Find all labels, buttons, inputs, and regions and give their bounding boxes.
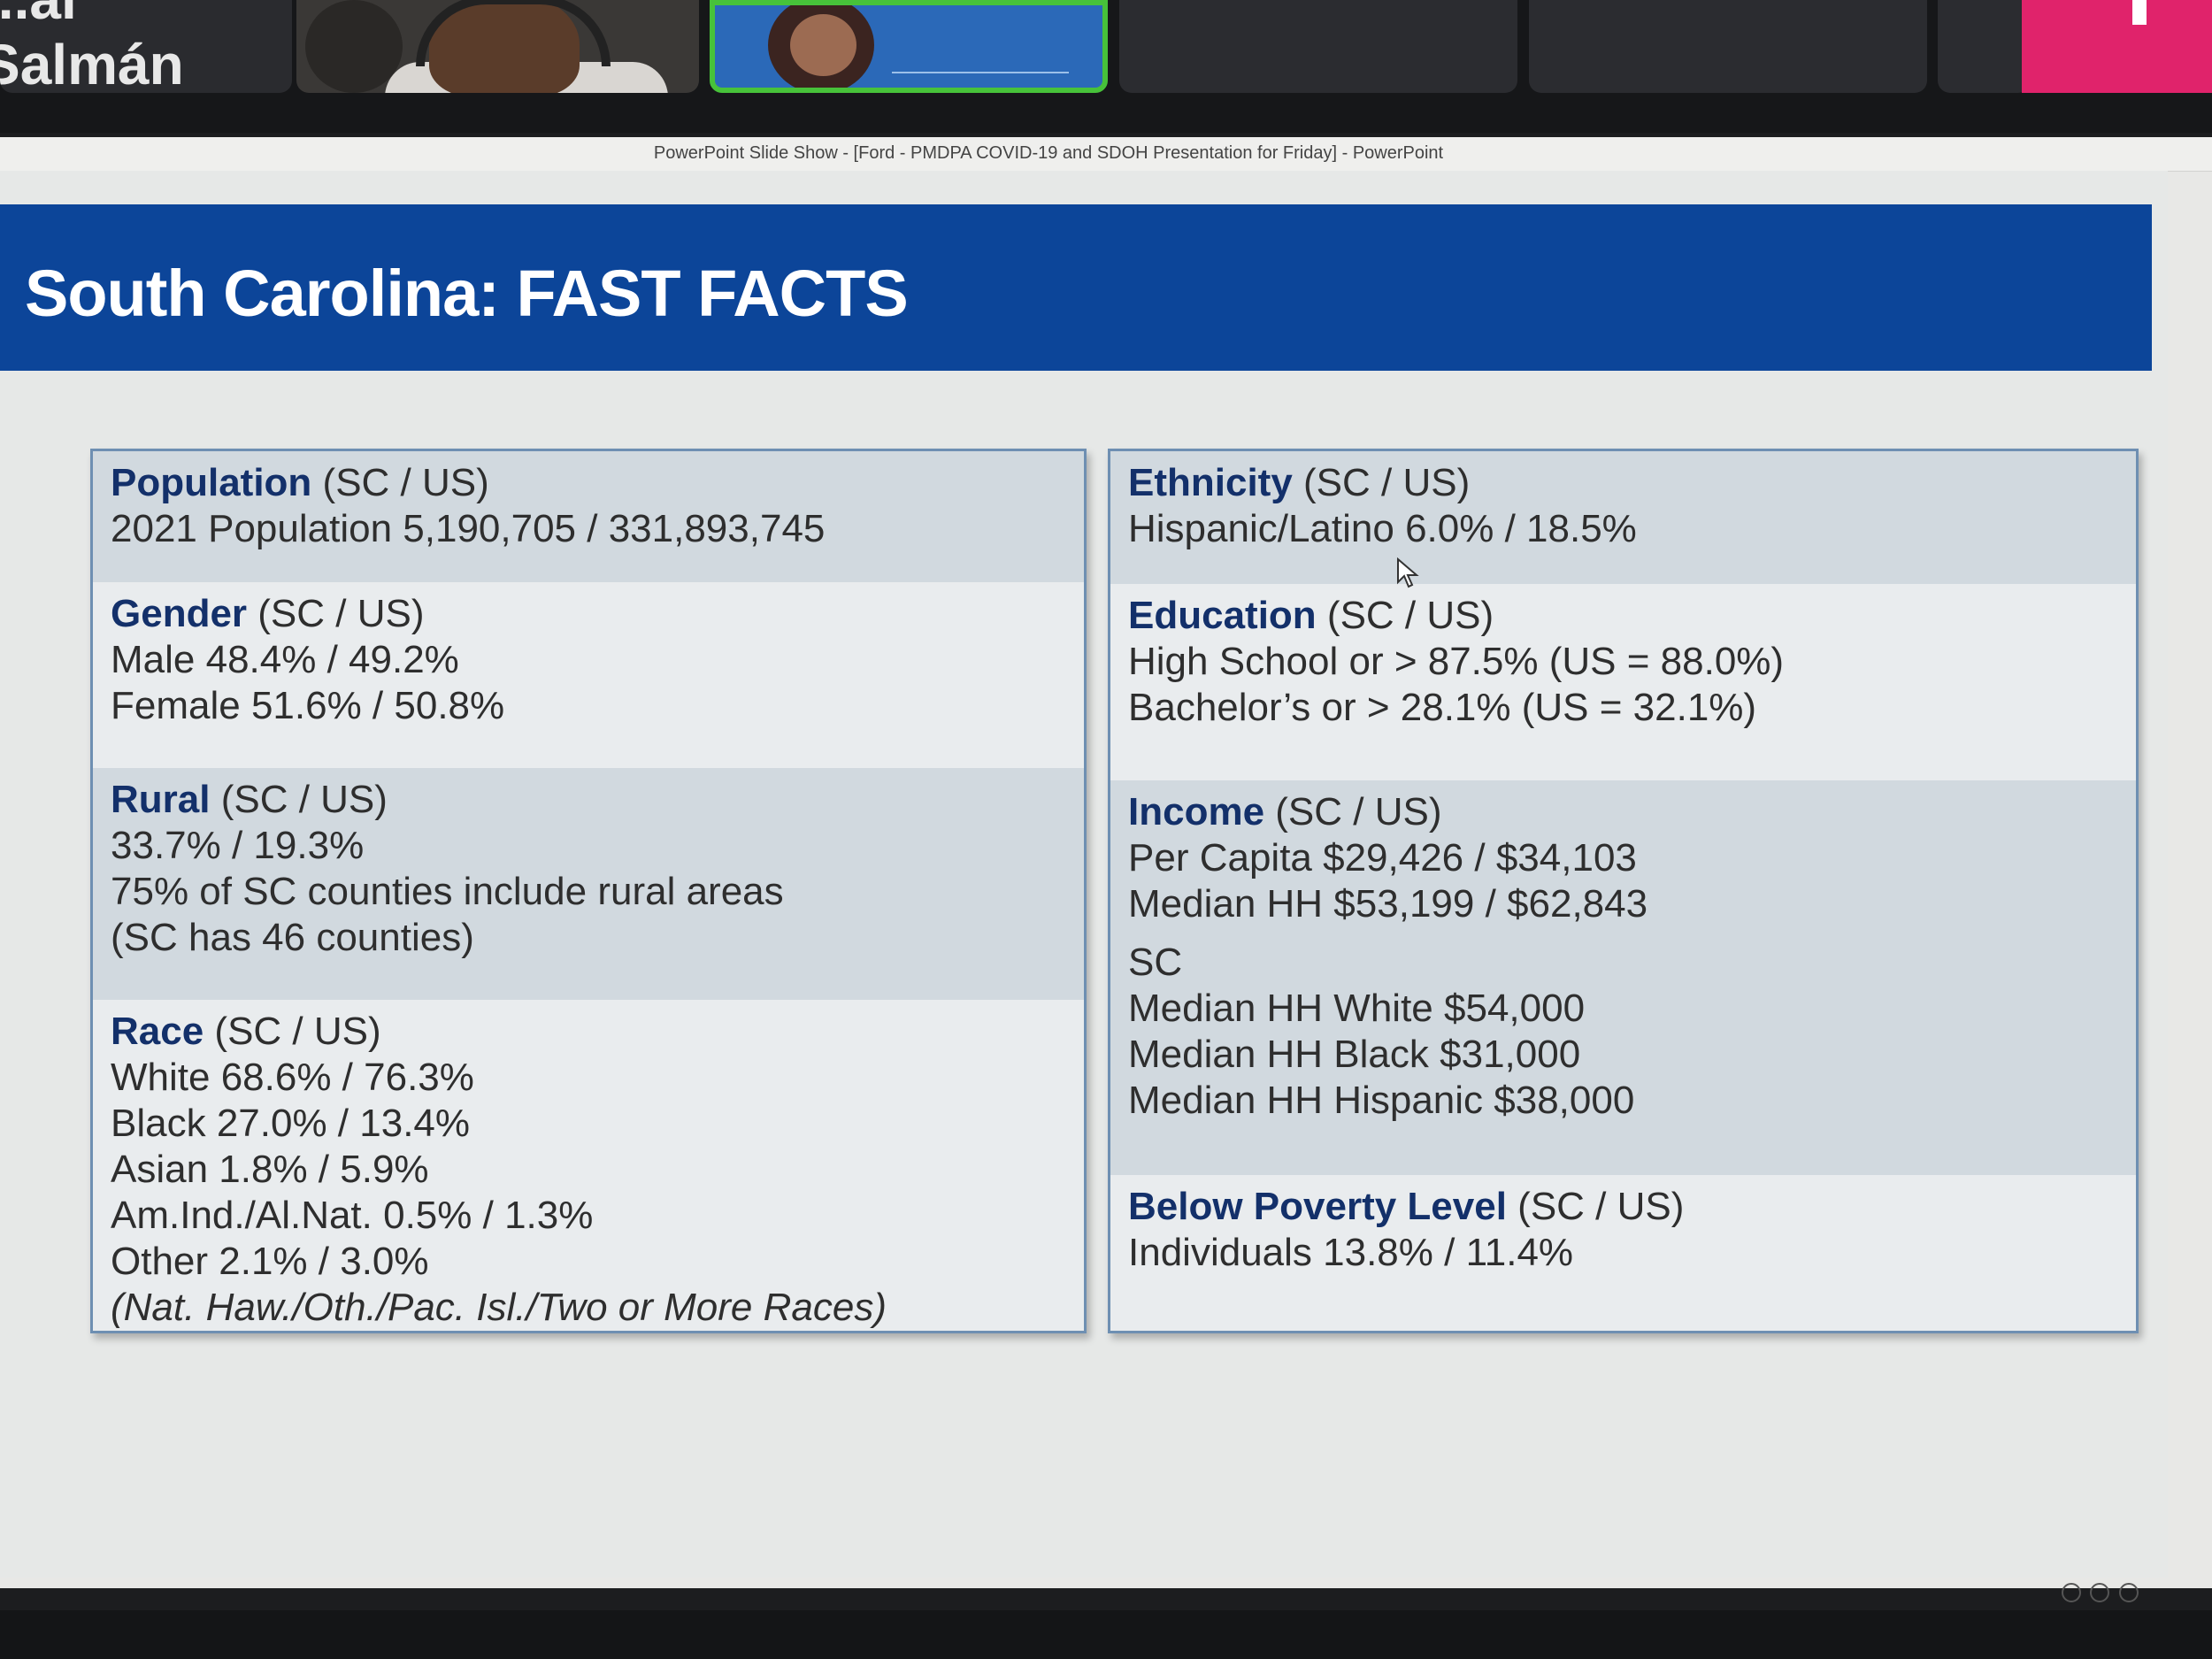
education-bachelors-line: Bachelor’s or > 28.1% (US = 32.1%) bbox=[1128, 686, 1757, 729]
ethnicity-heading: Ethnicity (SC / US) bbox=[1128, 460, 2118, 506]
ethnicity-section: Ethnicity (SC / US) Hispanic/Latino 6.0%… bbox=[1110, 451, 2136, 584]
window-title: PowerPoint Slide Show - [Ford - PMDPA CO… bbox=[653, 143, 1444, 163]
background-decor bbox=[305, 0, 403, 93]
income-label: Income bbox=[1128, 790, 1265, 833]
participant-video-tile-off[interactable] bbox=[1938, 0, 2031, 93]
race-section: Race (SC / US) White 68.6% / 76.3% Black… bbox=[93, 1000, 1084, 1331]
income-per-capita-line: Per Capita $29,426 / $34,103 bbox=[1128, 836, 1637, 879]
participant-name: ...al Salmán bbox=[0, 0, 184, 93]
poverty-label: Below Poverty Level bbox=[1128, 1185, 1507, 1228]
gender-section: Gender (SC / US) Male 48.4% / 49.2% Fema… bbox=[93, 582, 1084, 768]
meeting-controls-bar bbox=[0, 1610, 2212, 1659]
participant-video-tile[interactable] bbox=[296, 0, 699, 93]
race-note: (Nat. Haw./Oth./Pac. Isl./Two or More Ra… bbox=[111, 1286, 887, 1329]
rural-section: Rural (SC / US) 33.7% / 19.3% 75% of SC … bbox=[93, 768, 1084, 1000]
virtual-background-line bbox=[892, 72, 1069, 73]
education-heading: Education (SC / US) bbox=[1128, 593, 2118, 639]
rural-heading: Rural (SC / US) bbox=[111, 777, 1066, 823]
education-qualifier: (SC / US) bbox=[1316, 594, 1494, 637]
population-section: Population (SC / US) 2021 Population 5,1… bbox=[93, 451, 1084, 582]
avatar-initial-icon bbox=[2132, 0, 2147, 25]
income-median-line: Median HH $53,199 / $62,843 bbox=[1128, 882, 1648, 926]
slide-show-controls bbox=[2062, 1583, 2168, 1609]
education-label: Education bbox=[1128, 594, 1317, 637]
ethnicity-line: Hispanic/Latino 6.0% / 18.5% bbox=[1128, 507, 1637, 550]
slide[interactable]: South Carolina: FAST FACTS Population (S… bbox=[0, 171, 2168, 1602]
facts-panel-right: Ethnicity (SC / US) Hispanic/Latino 6.0%… bbox=[1108, 449, 2139, 1333]
rural-percent-line: 33.7% / 19.3% bbox=[111, 824, 365, 867]
education-highschool-line: High School or > 87.5% (US = 88.0%) bbox=[1128, 640, 1785, 683]
gender-male-line: Male 48.4% / 49.2% bbox=[111, 638, 459, 681]
race-heading: Race (SC / US) bbox=[111, 1009, 1066, 1055]
active-speaker-video-tile[interactable] bbox=[710, 0, 1108, 93]
race-other-line: Other 2.1% / 3.0% bbox=[111, 1240, 429, 1283]
education-section: Education (SC / US) High School or > 87.… bbox=[1110, 584, 2136, 780]
rural-qualifier: (SC / US) bbox=[210, 778, 388, 821]
ethnicity-label: Ethnicity bbox=[1128, 461, 1293, 504]
poverty-qualifier: (SC / US) bbox=[1506, 1185, 1685, 1228]
poverty-heading: Below Poverty Level (SC / US) bbox=[1128, 1184, 2118, 1230]
video-gallery-strip: ...al Salmán bbox=[0, 0, 2212, 133]
income-sc-label: SC bbox=[1128, 941, 1183, 984]
race-asian-line: Asian 1.8% / 5.9% bbox=[111, 1148, 429, 1191]
powerpoint-window: PowerPoint Slide Show - [Ford - PMDPA CO… bbox=[0, 137, 2212, 1602]
poverty-line: Individuals 13.8% / 11.4% bbox=[1128, 1231, 1574, 1274]
slide-menu-icon[interactable] bbox=[2090, 1583, 2110, 1602]
previous-slide-icon[interactable] bbox=[2062, 1583, 2081, 1602]
window-title-bar[interactable]: PowerPoint Slide Show - [Ford - PMDPA CO… bbox=[0, 137, 2212, 172]
population-qualifier: (SC / US) bbox=[311, 461, 489, 504]
slide-title: South Carolina: FAST FACTS bbox=[25, 257, 909, 330]
gender-female-line: Female 51.6% / 50.8% bbox=[111, 684, 505, 727]
rural-count-line: (SC has 46 counties) bbox=[111, 916, 474, 959]
ethnicity-qualifier: (SC / US) bbox=[1292, 461, 1471, 504]
income-qualifier: (SC / US) bbox=[1264, 790, 1442, 833]
race-black-line: Black 27.0% / 13.4% bbox=[111, 1102, 471, 1145]
race-label: Race bbox=[111, 1010, 204, 1053]
rural-label: Rural bbox=[111, 778, 211, 821]
headset-icon bbox=[416, 0, 611, 66]
facts-panel-left: Population (SC / US) 2021 Population 5,1… bbox=[90, 449, 1087, 1333]
race-white-line: White 68.6% / 76.3% bbox=[111, 1056, 474, 1099]
race-qualifier: (SC / US) bbox=[204, 1010, 381, 1053]
poverty-section: Below Poverty Level (SC / US) Individual… bbox=[1110, 1175, 2136, 1331]
income-white-line: Median HH White $54,000 bbox=[1128, 987, 1586, 1030]
participant-video-tile-off[interactable] bbox=[1529, 0, 1927, 93]
gender-label: Gender bbox=[111, 592, 248, 635]
population-label: Population bbox=[111, 461, 312, 504]
income-section: Income (SC / US) Per Capita $29,426 / $3… bbox=[1110, 780, 2136, 1175]
income-hispanic-line: Median HH Hispanic $38,000 bbox=[1128, 1079, 1635, 1122]
income-heading: Income (SC / US) bbox=[1128, 789, 2118, 835]
slide-header-band: South Carolina: FAST FACTS bbox=[0, 204, 2152, 371]
participant-avatar-tile[interactable] bbox=[2022, 0, 2212, 93]
participant-video-tile-off[interactable] bbox=[1119, 0, 1517, 93]
race-amind-line: Am.Ind./Al.Nat. 0.5% / 1.3% bbox=[111, 1194, 594, 1237]
gender-qualifier: (SC / US) bbox=[247, 592, 425, 635]
population-heading: Population (SC / US) bbox=[111, 460, 1066, 506]
gender-heading: Gender (SC / US) bbox=[111, 591, 1066, 637]
participant-name-tile[interactable]: ...al Salmán bbox=[0, 0, 292, 93]
population-line: 2021 Population 5,190,705 / 331,893,745 bbox=[111, 507, 826, 550]
rural-counties-line: 75% of SC counties include rural areas bbox=[111, 870, 784, 913]
next-slide-icon[interactable] bbox=[2118, 1583, 2139, 1602]
participant-face bbox=[790, 14, 856, 76]
income-black-line: Median HH Black $31,000 bbox=[1128, 1033, 1581, 1076]
